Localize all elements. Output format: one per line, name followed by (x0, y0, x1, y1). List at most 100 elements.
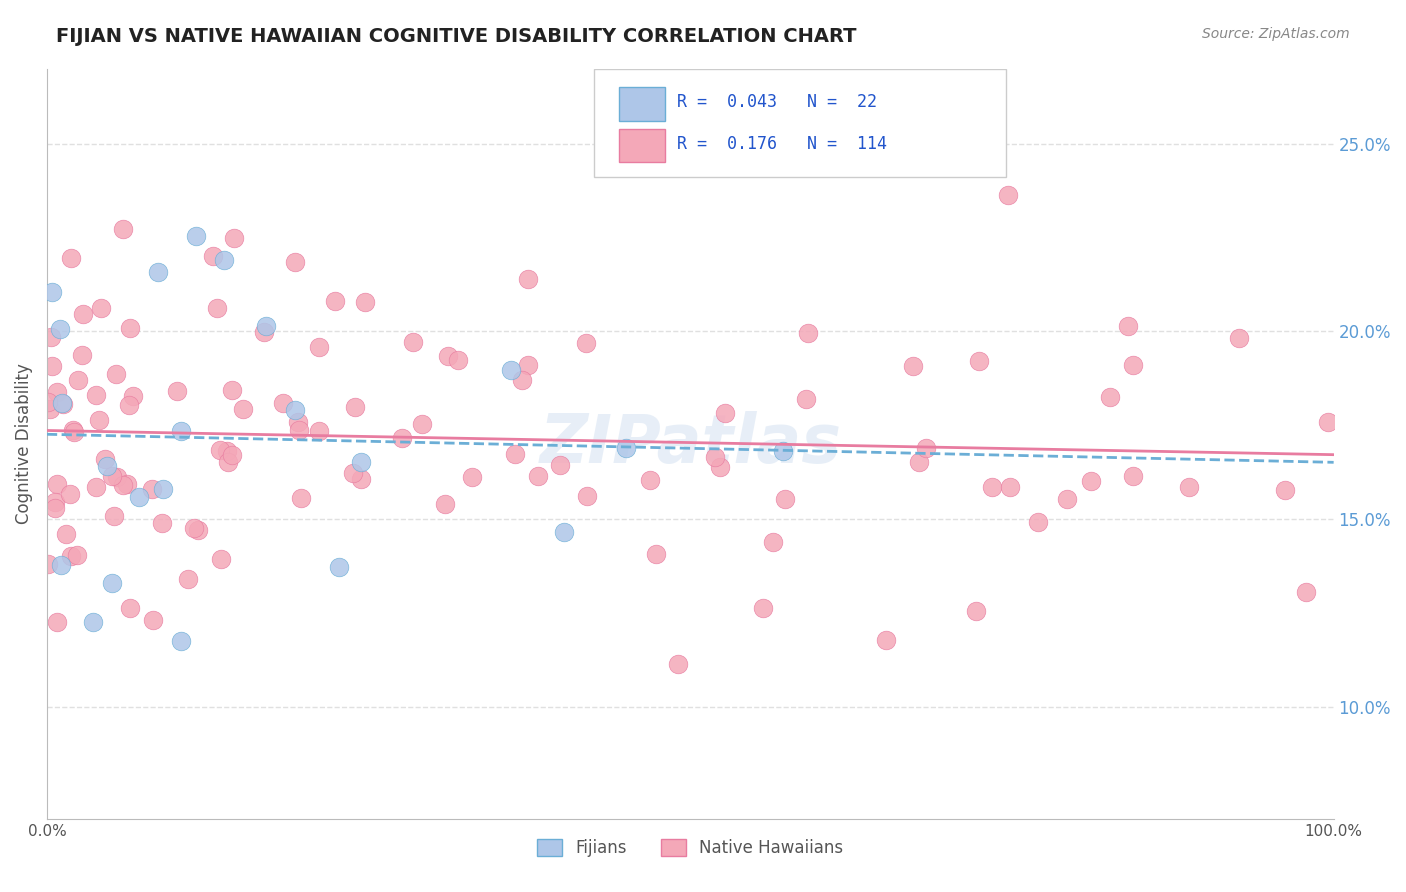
Bar (620, 128, 665, 162)
Text: Source: ZipAtlas.com: Source: ZipAtlas.com (1202, 27, 1350, 41)
Point (288, 423, 311, 437)
Point (37, 557, 59, 571)
Point (575, 335, 598, 350)
Point (308, 340, 330, 354)
Point (104, 367, 127, 381)
Point (1056, 492, 1078, 507)
Point (217, 454, 239, 468)
Point (183, 521, 205, 535)
Point (41, 359, 63, 373)
Point (271, 395, 294, 409)
Point (391, 431, 413, 445)
Y-axis label: Cognitive Disability: Cognitive Disability (15, 364, 32, 524)
Point (794, 392, 817, 406)
Point (101, 575, 124, 590)
Point (37, 395, 59, 409)
Point (121, 389, 143, 403)
Point (105, 470, 128, 484)
Point (51, 558, 73, 573)
Point (254, 319, 277, 334)
Point (1317, 415, 1340, 429)
Point (142, 613, 165, 627)
Point (67, 373, 90, 387)
Point (62, 423, 84, 437)
Point (553, 524, 575, 539)
Point (221, 448, 243, 462)
Point (52, 397, 75, 411)
Text: R =  0.043   N =  22: R = 0.043 N = 22 (678, 94, 877, 112)
Point (614, 442, 637, 456)
Point (46, 615, 69, 629)
Point (1274, 483, 1296, 497)
Point (112, 478, 135, 492)
Point (84, 388, 107, 402)
Text: R =  0.176   N =  114: R = 0.176 N = 114 (678, 135, 887, 153)
Point (232, 401, 254, 416)
Point (90, 301, 112, 315)
Point (1098, 390, 1121, 404)
Point (461, 470, 484, 484)
Point (141, 482, 163, 496)
Point (640, 473, 662, 487)
Point (186, 229, 208, 244)
Point (170, 424, 193, 438)
Point (117, 477, 139, 491)
Point (714, 406, 737, 420)
Point (1080, 474, 1102, 488)
Point (772, 443, 794, 458)
Point (548, 458, 571, 473)
Point (350, 472, 373, 486)
Point (118, 601, 141, 615)
Point (510, 373, 533, 387)
Point (516, 271, 538, 285)
Point (118, 397, 141, 411)
Point (1295, 585, 1317, 599)
Text: FIJIAN VS NATIVE HAWAIIAN COGNITIVE DISABILITY CORRELATION CHART: FIJIAN VS NATIVE HAWAIIAN COGNITIVE DISA… (56, 27, 856, 45)
Point (575, 489, 598, 503)
Point (797, 326, 820, 341)
Point (39, 401, 62, 416)
Point (72, 348, 94, 362)
Point (148, 265, 170, 279)
Point (997, 188, 1019, 202)
Point (44, 501, 66, 516)
Point (402, 334, 425, 349)
Point (290, 491, 312, 505)
Point (46, 476, 69, 491)
Point (82, 615, 104, 629)
Point (221, 383, 243, 397)
Point (39, 330, 62, 344)
Point (981, 480, 1004, 494)
Point (60, 549, 83, 563)
Point (876, 633, 898, 648)
Point (209, 552, 232, 566)
Point (253, 325, 276, 339)
Point (60, 252, 83, 266)
Point (1122, 469, 1144, 483)
Point (177, 572, 200, 586)
Point (208, 442, 231, 457)
Point (526, 469, 548, 483)
Point (41, 285, 63, 300)
Point (284, 402, 307, 417)
Point (112, 222, 135, 236)
Point (150, 516, 173, 531)
Point (353, 295, 375, 310)
Point (222, 230, 245, 244)
Point (709, 459, 731, 474)
Point (120, 321, 142, 335)
Text: ZIPatlas: ZIPatlas (540, 411, 841, 477)
Point (645, 547, 668, 561)
Point (100, 469, 122, 483)
Point (516, 359, 538, 373)
Point (215, 444, 238, 458)
Point (775, 491, 797, 506)
FancyBboxPatch shape (593, 69, 1005, 178)
Point (152, 482, 174, 496)
Point (72, 307, 94, 321)
Point (323, 294, 346, 309)
Point (287, 415, 309, 429)
Bar (620, 87, 665, 121)
Point (284, 255, 307, 269)
Point (166, 384, 188, 398)
